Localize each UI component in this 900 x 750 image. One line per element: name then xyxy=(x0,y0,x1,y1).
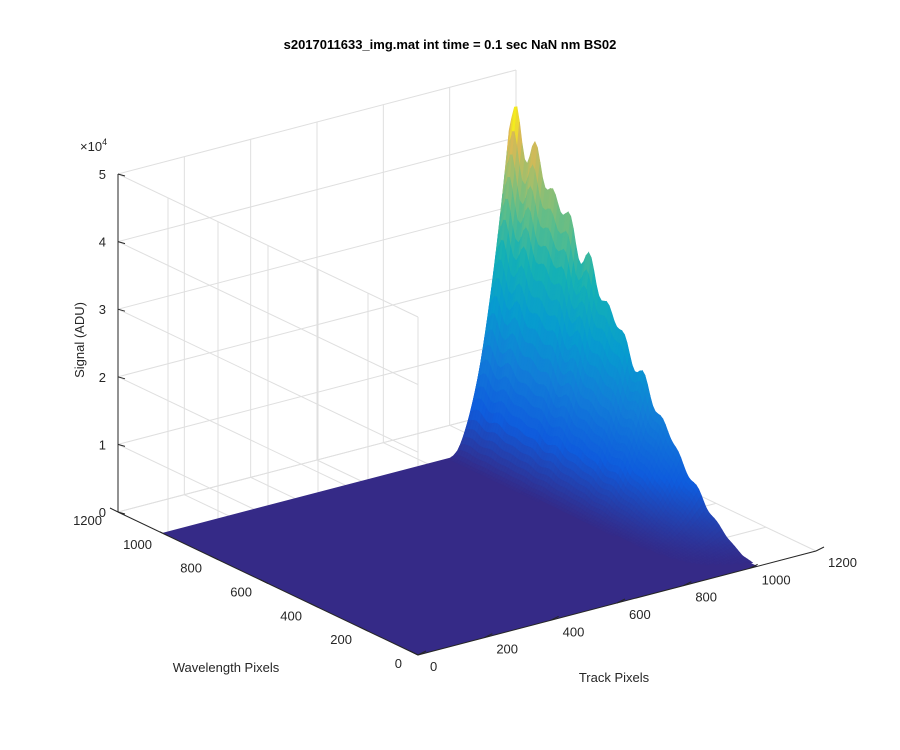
z-tick-mark xyxy=(117,308,126,312)
z-tick-label: 3 xyxy=(99,302,106,317)
y-tick-mark xyxy=(309,602,319,608)
x-tick-mark xyxy=(616,598,626,604)
grid-line xyxy=(117,241,419,386)
y-tick-label: 0 xyxy=(395,656,402,671)
y-axis-label: Wavelength Pixels xyxy=(173,660,280,675)
x-tick-label: 800 xyxy=(695,590,717,605)
x-tick-label: 600 xyxy=(629,607,651,622)
grid-line xyxy=(117,69,517,175)
z-tick-label: 1 xyxy=(99,437,106,452)
x-tick-mark xyxy=(550,615,559,621)
x-tick-label: 400 xyxy=(563,624,585,639)
surface-patch xyxy=(747,560,754,564)
z-axis-label: Signal (ADU) xyxy=(72,302,87,378)
z-tick-label: 0 xyxy=(99,505,106,520)
y-tick-label: 200 xyxy=(330,632,352,647)
grid-line xyxy=(117,173,419,318)
grid-line xyxy=(117,407,517,513)
grid-line xyxy=(117,308,419,453)
x-tick-mark xyxy=(417,650,427,656)
y-tick-mark xyxy=(159,531,169,537)
z-tick-label: 2 xyxy=(99,370,106,385)
z-tick-mark xyxy=(117,241,126,245)
y-tick-mark xyxy=(209,555,219,561)
tick-labels: 0123450200400600800100012000200400600800… xyxy=(73,167,857,674)
z-tick-mark xyxy=(117,376,126,380)
grid-line xyxy=(117,137,517,243)
x-tick-mark xyxy=(749,563,758,569)
grid-line xyxy=(117,339,517,445)
y-tick-label: 1200 xyxy=(73,513,102,528)
chart-title: s2017011633_img.mat int time = 0.1 sec N… xyxy=(284,37,617,52)
z-tick-mark xyxy=(117,443,126,447)
z-tick-label: 5 xyxy=(99,167,106,182)
axis-layer xyxy=(109,173,825,656)
z-tick-label: 4 xyxy=(99,235,106,250)
z-scale-multiplier: ×104 xyxy=(80,137,107,154)
y-tick-label: 600 xyxy=(230,585,252,600)
x-tick-label: 200 xyxy=(496,642,518,657)
z-scale-exponent: 4 xyxy=(102,137,107,147)
y-tick-label: 1000 xyxy=(123,537,152,552)
x-tick-label: 1000 xyxy=(762,572,791,587)
y-tick-mark xyxy=(109,507,119,513)
x-tick-label: 1200 xyxy=(828,555,857,570)
x-tick-label: 0 xyxy=(430,659,437,674)
surface-layer xyxy=(162,106,758,655)
x-tick-mark xyxy=(815,546,825,552)
y-tick-label: 800 xyxy=(180,561,202,576)
z-tick-mark xyxy=(117,511,126,515)
y-tick-mark xyxy=(409,650,419,656)
y-tick-label: 400 xyxy=(280,608,302,623)
x-axis-label: Track Pixels xyxy=(579,670,650,685)
y-tick-mark xyxy=(259,579,269,584)
z-tick-mark xyxy=(117,173,126,177)
grid-line xyxy=(117,272,517,378)
x-tick-mark xyxy=(484,633,493,639)
x-tick-mark xyxy=(683,581,692,587)
y-tick-mark xyxy=(359,626,369,632)
grid-line xyxy=(117,204,517,310)
